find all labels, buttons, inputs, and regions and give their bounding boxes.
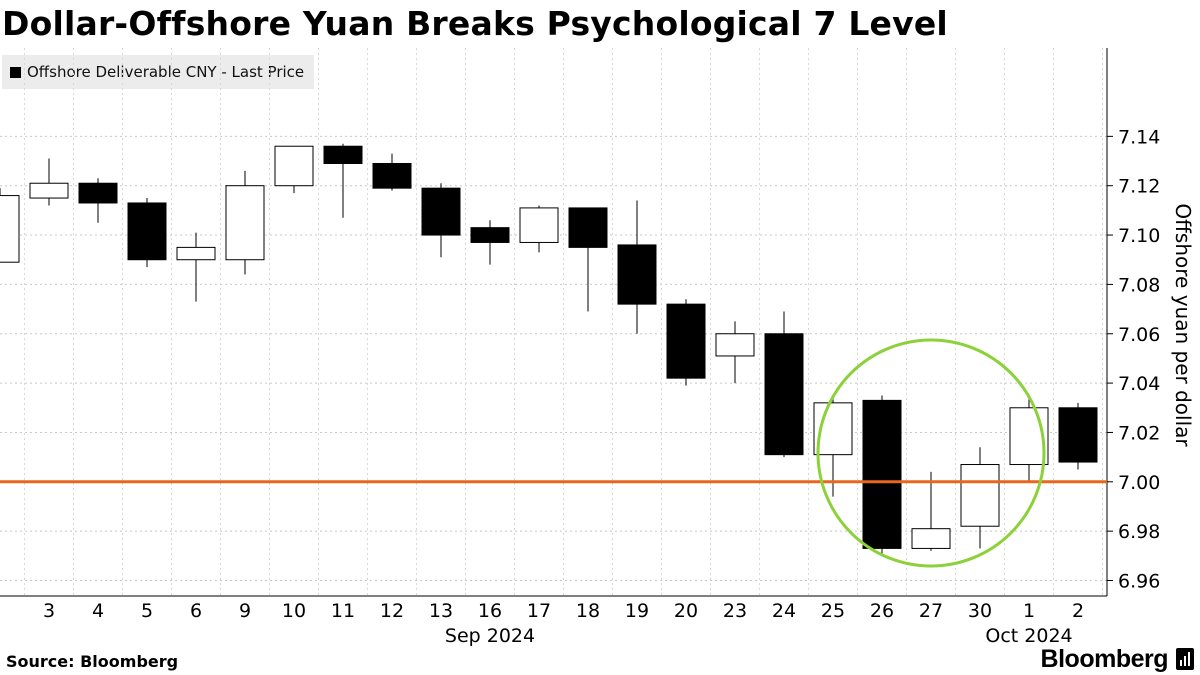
y-tick-label: 7.04 [1118,373,1160,395]
y-tick-label: 7.12 [1118,176,1160,198]
source-note: Source: Bloomberg [6,652,179,671]
x-tick-label: 13 [429,600,453,622]
candle-body [225,185,265,261]
x-tick-label: 6 [190,600,202,622]
y-tick-label: 7.14 [1118,126,1160,148]
candle-body [617,244,657,305]
candle-body [1058,407,1098,463]
y-tick-label: 7.00 [1118,472,1160,494]
x-tick-label: 5 [141,600,153,622]
x-tick-label: 20 [674,600,698,622]
terminal-icon [1176,648,1194,670]
x-tick-label: 17 [527,600,551,622]
x-tick-label: 2 [1072,600,1084,622]
x-tick-label: 16 [478,600,502,622]
x-tick-label: 27 [919,600,943,622]
candle-body [0,195,20,263]
y-tick-label: 7.08 [1118,274,1160,296]
brand-logo: Bloomberg [1040,645,1169,673]
candle-body [29,182,69,199]
candle-body [1009,407,1049,466]
x-tick-label: 9 [239,600,251,622]
candle-body [862,399,902,549]
chart-title: Dollar-Offshore Yuan Breaks Psychologica… [2,4,948,43]
x-month-label: Oct 2024 [985,625,1072,647]
chart-legend: Offshore Deliverable CNY - Last Price [2,55,315,89]
candle-body [715,333,755,357]
x-tick-label: 26 [870,600,894,622]
candle-body [176,246,216,261]
x-tick-label: 10 [282,600,306,622]
y-tick-label: 6.96 [1118,571,1160,593]
y-tick-label: 7.06 [1118,324,1160,346]
x-month-label: Sep 2024 [445,625,535,647]
x-tick-label: 4 [92,600,104,622]
candle-body [323,145,363,164]
x-tick-label: 1 [1023,600,1035,622]
y-tick-label: 6.98 [1118,521,1160,543]
candle-body [274,145,314,187]
x-tick-label: 19 [625,600,649,622]
x-tick-label: 11 [331,600,355,622]
legend-label: Offshore Deliverable CNY - Last Price [27,63,305,81]
candle-body [960,464,1000,527]
candle-body [372,162,412,189]
candle-body [421,187,461,236]
candle-body [764,333,804,456]
x-tick-label: 23 [723,600,747,622]
x-tick-label: 18 [576,600,600,622]
y-tick-label: 7.10 [1118,225,1160,247]
candle-body [78,182,118,204]
x-tick-label: 3 [43,600,55,622]
candle-body [519,207,559,243]
y-axis-title: Offshore yuan per dollar [1171,203,1195,447]
x-tick-label: 12 [380,600,404,622]
y-tick-label: 7.02 [1118,422,1160,444]
candle-body [666,303,706,379]
candle-body [127,202,167,261]
x-tick-label: 24 [772,600,796,622]
x-tick-label: 25 [821,600,845,622]
legend-swatch [10,66,21,78]
candle-body [470,227,510,243]
candle-body [568,207,608,248]
candle-body [911,528,951,549]
x-tick-label: 30 [968,600,992,622]
highlight-circle [816,338,1046,568]
